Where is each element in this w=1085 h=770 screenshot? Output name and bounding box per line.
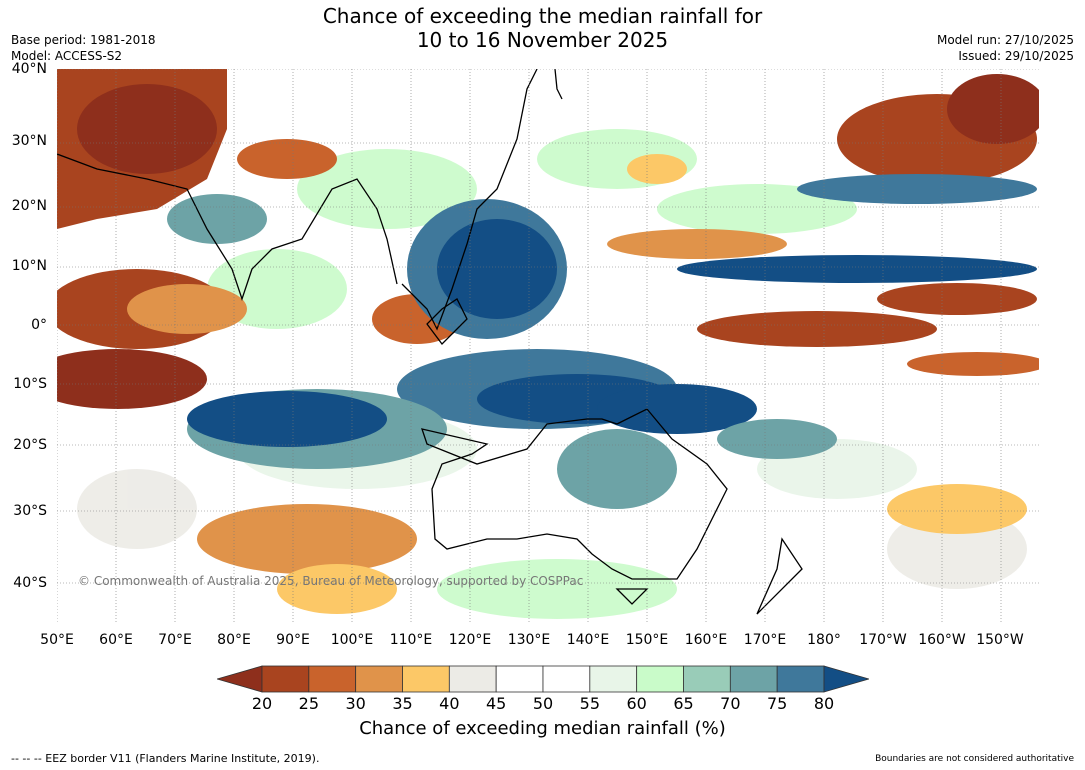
colorbar-segment <box>729 665 778 693</box>
lon-label: 160°E <box>684 632 728 648</box>
lat-label: 30°N <box>11 133 47 149</box>
lat-label: 0° <box>31 317 47 333</box>
lat-label: 40°S <box>13 575 47 591</box>
lat-label: 30°S <box>13 503 47 519</box>
colorbar-tick-label: 60 <box>626 694 647 713</box>
lon-label: 150°E <box>625 632 669 648</box>
lon-label: 120°E <box>448 632 492 648</box>
colorbar-tick-label: 25 <box>298 694 320 713</box>
dry-regions <box>57 69 1039 614</box>
rainfall-map <box>57 69 1039 623</box>
lon-label: 180° <box>807 632 841 648</box>
lon-label: 130°E <box>507 632 551 648</box>
graticule <box>57 69 1039 623</box>
colorbar-tick-label: 40 <box>439 694 460 713</box>
coastlines <box>57 69 803 615</box>
lat-label: 10°S <box>13 376 47 392</box>
title-line-1: Chance of exceeding the median rainfall … <box>322 4 763 28</box>
lon-label: 90°E <box>276 632 310 648</box>
lon-label: 100°E <box>330 632 374 648</box>
lon-label: 170°W <box>859 632 907 648</box>
lon-label: 110°E <box>389 632 433 648</box>
colorbar <box>217 665 869 693</box>
model-run: Model run: 27/10/2025 <box>936 33 1074 47</box>
colorbar-segment <box>636 665 684 693</box>
colorbar-segment <box>261 665 310 693</box>
lon-label: 70°E <box>158 632 192 648</box>
lon-label: 160°W <box>918 632 966 648</box>
issue-info: Model run: 27/10/2025 Issued: 29/10/2025 <box>937 32 1074 64</box>
map-title: Chance of exceeding the median rainfall … <box>0 4 1085 52</box>
lon-label: 60°E <box>99 632 133 648</box>
lon-label: 80°E <box>217 632 251 648</box>
copyright-notice: © Commonwealth of Australia 2025, Bureau… <box>78 574 584 588</box>
colorbar-segment <box>308 665 357 693</box>
colorbar-tick-label: 70 <box>720 694 741 713</box>
colorbar-tick-label: 35 <box>392 694 413 713</box>
model-name: Model: ACCESS-S2 <box>11 49 123 63</box>
issued-date: Issued: 29/10/2025 <box>958 49 1074 63</box>
colorbar-tick-label: 65 <box>673 694 694 713</box>
colorbar-segment <box>776 665 825 693</box>
colorbar-arrow-low <box>217 665 263 693</box>
colorbar-tick-label: 80 <box>813 694 835 713</box>
base-period: Base period: 1981-2018 <box>11 33 156 47</box>
colorbar-segment <box>683 665 731 693</box>
colorbar-tick-label: 75 <box>766 694 788 713</box>
lat-label: 10°N <box>11 258 47 274</box>
eez-note: -- -- -- EEZ border V11 (Flanders Marine… <box>11 752 320 765</box>
colorbar-segment <box>495 665 544 693</box>
lon-label: 150°W <box>976 632 1024 648</box>
colorbar-segment <box>355 665 403 693</box>
lon-label: 50°E <box>40 632 74 648</box>
colorbar-segment <box>402 665 450 693</box>
lat-label: 40°N <box>11 61 47 77</box>
lon-label: 140°E <box>566 632 610 648</box>
lat-label: 20°N <box>11 198 47 214</box>
title-line-2: 10 to 16 November 2025 <box>416 28 669 52</box>
colorbar-tick-label: 30 <box>345 694 366 713</box>
colorbar-segment <box>448 665 497 693</box>
colorbar-title: Chance of exceeding median rainfall (%) <box>359 718 726 739</box>
boundary-disclaimer: Boundaries are not considered authoritat… <box>875 754 1074 764</box>
colorbar-tick-label: 20 <box>251 694 273 713</box>
lon-label: 170°E <box>743 632 787 648</box>
model-info: Base period: 1981-2018 Model: ACCESS-S2 <box>11 32 156 64</box>
colorbar-tick-label: 55 <box>579 694 601 713</box>
colorbar-arrow-high <box>823 665 869 693</box>
colorbar-tick-label: 50 <box>532 694 554 713</box>
lat-label: 20°S <box>13 437 47 453</box>
wet-regions <box>167 174 1037 509</box>
colorbar-tick-label: 45 <box>485 694 507 713</box>
colorbar-segment <box>542 665 591 693</box>
colorbar-segment <box>589 665 638 693</box>
